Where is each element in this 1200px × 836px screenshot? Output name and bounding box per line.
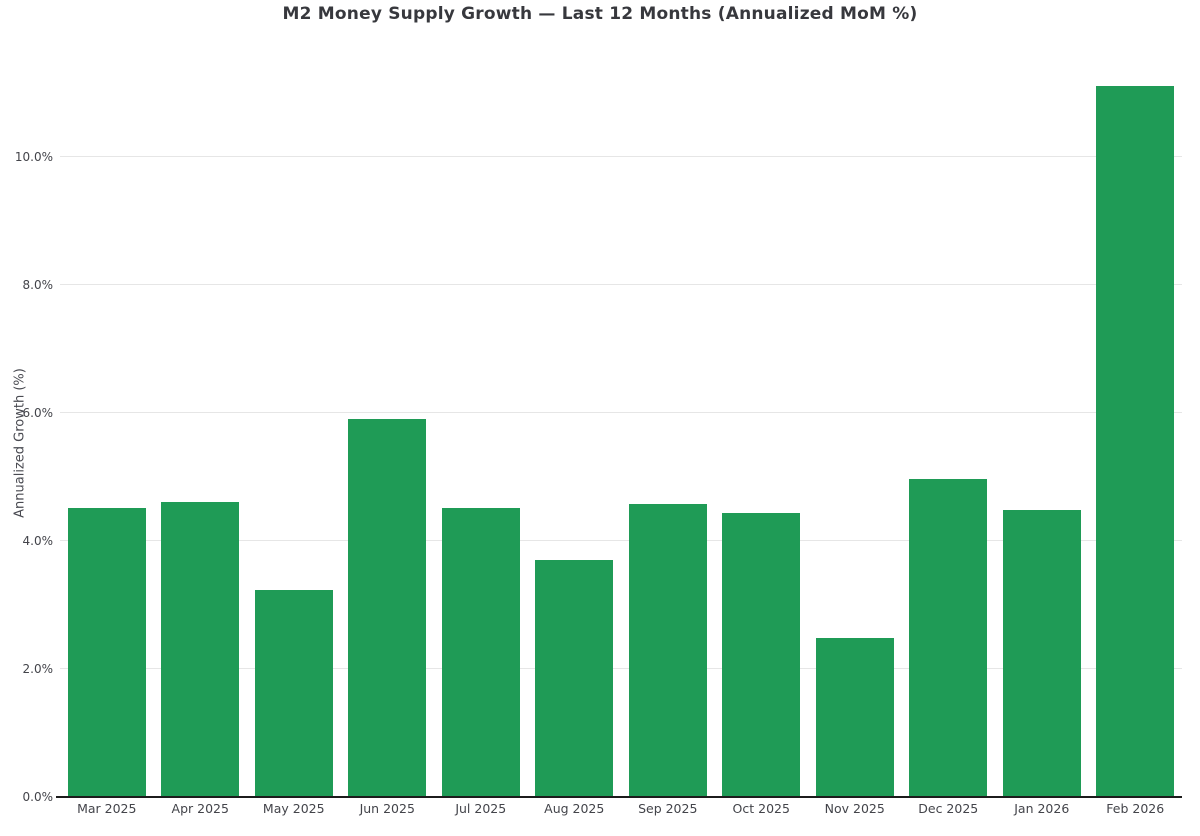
y-tick-label: 10.0% — [14, 149, 53, 164]
bars-layer — [60, 57, 1182, 797]
y-tick-label: 4.0% — [22, 533, 54, 548]
bar — [535, 560, 614, 797]
x-tick-label: Mar 2025 — [77, 801, 137, 816]
bar-slot — [1089, 57, 1183, 797]
gridline — [60, 412, 1182, 414]
bar — [628, 503, 707, 797]
bar-slot — [341, 57, 435, 797]
plot-area — [56, 57, 1182, 798]
y-tick-label: 6.0% — [22, 405, 54, 420]
chart-title: M2 Money Supply Growth — Last 12 Months … — [282, 4, 918, 24]
bar-slot — [154, 57, 248, 797]
bar-slot — [902, 57, 996, 797]
bar-slot — [621, 57, 715, 797]
bar — [1096, 86, 1175, 797]
bar-slot — [247, 57, 341, 797]
y-tick-label: 8.0% — [22, 277, 54, 292]
x-tick-label: Apr 2025 — [171, 801, 229, 816]
bar — [254, 589, 333, 797]
bar-slot — [995, 57, 1089, 797]
bar — [909, 478, 988, 797]
x-tick-label: Nov 2025 — [824, 801, 885, 816]
x-tick-label: Jun 2025 — [359, 801, 415, 816]
gridline — [60, 156, 1182, 158]
bar-slot — [808, 57, 902, 797]
x-tick-label: Aug 2025 — [544, 801, 605, 816]
gridline — [60, 284, 1182, 286]
bar-slot — [60, 57, 154, 797]
bar-slot — [434, 57, 528, 797]
x-tick-label: Sep 2025 — [638, 801, 698, 816]
x-tick-label: Jan 2026 — [1014, 801, 1070, 816]
bar — [441, 507, 520, 797]
y-tick-labels-column: 0.0% 2.0% 4.0% 6.0% 8.0% 10.0% — [0, 57, 54, 804]
y-tick-label: 0.0% — [22, 790, 54, 804]
gridline — [60, 668, 1182, 670]
x-tick-label: May 2025 — [262, 801, 325, 816]
x-tick-label: Feb 2026 — [1106, 801, 1165, 816]
y-tick-label: 2.0% — [22, 661, 54, 676]
bar — [161, 501, 240, 797]
bar-slot — [528, 57, 622, 797]
x-tick-label: Jul 2025 — [455, 801, 507, 816]
x-tick-label: Dec 2025 — [918, 801, 979, 816]
bar — [67, 507, 146, 797]
bar — [815, 637, 894, 797]
x-tick-labels-row: Mar 2025 Apr 2025 May 2025 Jun 2025 Jul 2025… — [60, 801, 1182, 816]
bar — [348, 418, 427, 797]
x-tick-label: Oct 2025 — [732, 801, 790, 816]
bar — [1002, 509, 1081, 797]
bar-slot — [715, 57, 809, 797]
gridline — [60, 540, 1182, 542]
x-axis-line — [56, 796, 1182, 798]
bar — [722, 513, 801, 797]
